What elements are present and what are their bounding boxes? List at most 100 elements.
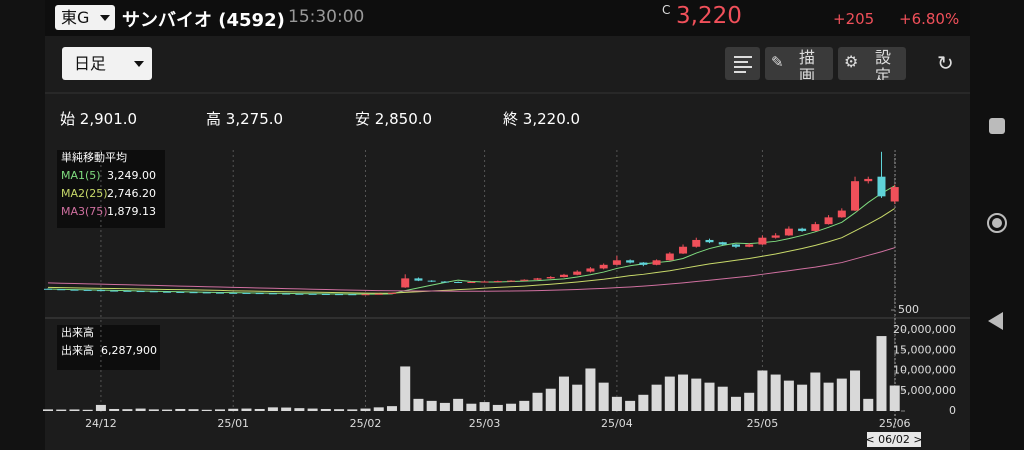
candle-body xyxy=(176,291,185,293)
draw-button[interactable]: ✎ 描画 xyxy=(765,47,833,80)
ma-line xyxy=(47,208,895,294)
indicator-button[interactable] xyxy=(725,47,760,80)
volume-bar xyxy=(201,409,212,411)
home-button[interactable] xyxy=(987,213,1007,233)
candle-body xyxy=(851,181,860,211)
volume-bar xyxy=(43,409,53,411)
volume-tick-label: 15,000,000 xyxy=(893,343,956,356)
stat-value: 2,901.0 xyxy=(79,110,138,128)
candle-body xyxy=(718,242,727,245)
refresh-button[interactable]: ↻ xyxy=(937,51,954,75)
candle-body xyxy=(824,217,833,225)
candle-body xyxy=(401,278,410,288)
candle-body xyxy=(758,237,767,245)
candle-body xyxy=(268,293,277,295)
volume-bar xyxy=(598,382,609,411)
top-bar xyxy=(45,0,970,36)
back-button[interactable] xyxy=(988,312,1003,330)
price: 3,220 xyxy=(676,3,742,29)
volume-bar xyxy=(691,378,702,411)
candle-body xyxy=(679,246,688,254)
ma-legend-box xyxy=(57,150,165,228)
cursor-label: < 06/02 > xyxy=(865,433,922,446)
volume-tick-label: 5,000,000 xyxy=(900,384,956,397)
stat-close: 終 3,220.0 xyxy=(503,108,580,129)
candle-body xyxy=(374,293,383,295)
volume-bar xyxy=(876,336,887,411)
volume-bar xyxy=(267,407,278,411)
period: 日足 xyxy=(74,54,107,73)
volume-bar xyxy=(122,409,133,411)
x-tick-label: 25/03 xyxy=(469,417,501,430)
volume-bar xyxy=(373,407,384,411)
volume-bar xyxy=(188,409,199,411)
candle-body xyxy=(652,260,661,265)
price-prefix: C xyxy=(662,3,671,17)
candle-body xyxy=(282,293,291,295)
volume-bar xyxy=(664,376,675,411)
volume-bar xyxy=(532,392,543,411)
candle-body xyxy=(837,210,846,218)
candle-body xyxy=(573,271,582,275)
candle-body xyxy=(559,274,568,278)
candle-body xyxy=(215,292,224,294)
candle-body xyxy=(335,294,344,296)
stat-label: 安 xyxy=(355,110,371,128)
volume-bar xyxy=(717,386,728,411)
volume-bar xyxy=(334,409,345,411)
candle-body xyxy=(771,235,780,238)
volume-bar xyxy=(82,409,93,411)
volume-bar xyxy=(492,404,503,411)
volume-bar xyxy=(625,400,636,411)
volume-bar xyxy=(479,402,490,411)
candle-body xyxy=(493,281,502,283)
candle-body xyxy=(149,291,158,293)
volume-tick-label: 0 xyxy=(949,404,956,417)
volume-bar xyxy=(254,408,265,411)
candle-body xyxy=(110,290,119,292)
volume-bar xyxy=(466,403,477,411)
candle-body xyxy=(877,176,886,197)
candle-body xyxy=(189,292,198,294)
candle-body xyxy=(692,239,701,247)
candle-body xyxy=(57,289,66,291)
market-select[interactable]: 東G xyxy=(55,5,115,30)
candle-body xyxy=(480,281,489,283)
volume-bar xyxy=(294,408,305,411)
volume-bar xyxy=(307,408,318,411)
y-tick-label: 500 xyxy=(898,303,919,316)
stat-label: 始 xyxy=(60,110,76,128)
change: +205 xyxy=(833,10,875,28)
candle-body xyxy=(83,289,92,291)
candle-body xyxy=(533,278,542,280)
candle-body xyxy=(520,279,529,281)
settings-button[interactable]: ⚙ 設定 xyxy=(838,47,906,80)
x-tick-label: 25/01 xyxy=(217,417,249,430)
volume-bar xyxy=(850,370,861,411)
candle-body xyxy=(361,294,370,296)
volume-legend-value: 6,287,900 xyxy=(101,344,157,357)
x-tick-label: 25/04 xyxy=(601,417,633,430)
volume-bar xyxy=(638,394,649,411)
candle-body xyxy=(308,293,317,295)
ma-line xyxy=(47,185,895,295)
candle-body xyxy=(427,280,436,282)
candle-body xyxy=(242,292,251,294)
candle-body xyxy=(70,289,79,291)
volume-bar xyxy=(572,384,583,411)
stat-value: 3,275.0 xyxy=(225,110,284,128)
ma-legend-value: 3,249.00 xyxy=(107,169,156,182)
volume-legend-label: 出来高 xyxy=(61,343,94,357)
candle-body xyxy=(348,294,357,296)
candle-body xyxy=(864,178,873,182)
volume-bar xyxy=(744,392,755,411)
volume-bar xyxy=(453,398,464,411)
candle-body xyxy=(123,290,132,292)
ma-legend-value: 1,879.13 xyxy=(107,205,156,218)
volume-bar xyxy=(611,396,622,411)
recent-button[interactable] xyxy=(989,118,1005,134)
candle-body xyxy=(599,264,608,269)
period-select[interactable]: 日足 xyxy=(62,47,152,80)
volume-bar xyxy=(585,368,596,411)
candle-body xyxy=(467,282,476,283)
